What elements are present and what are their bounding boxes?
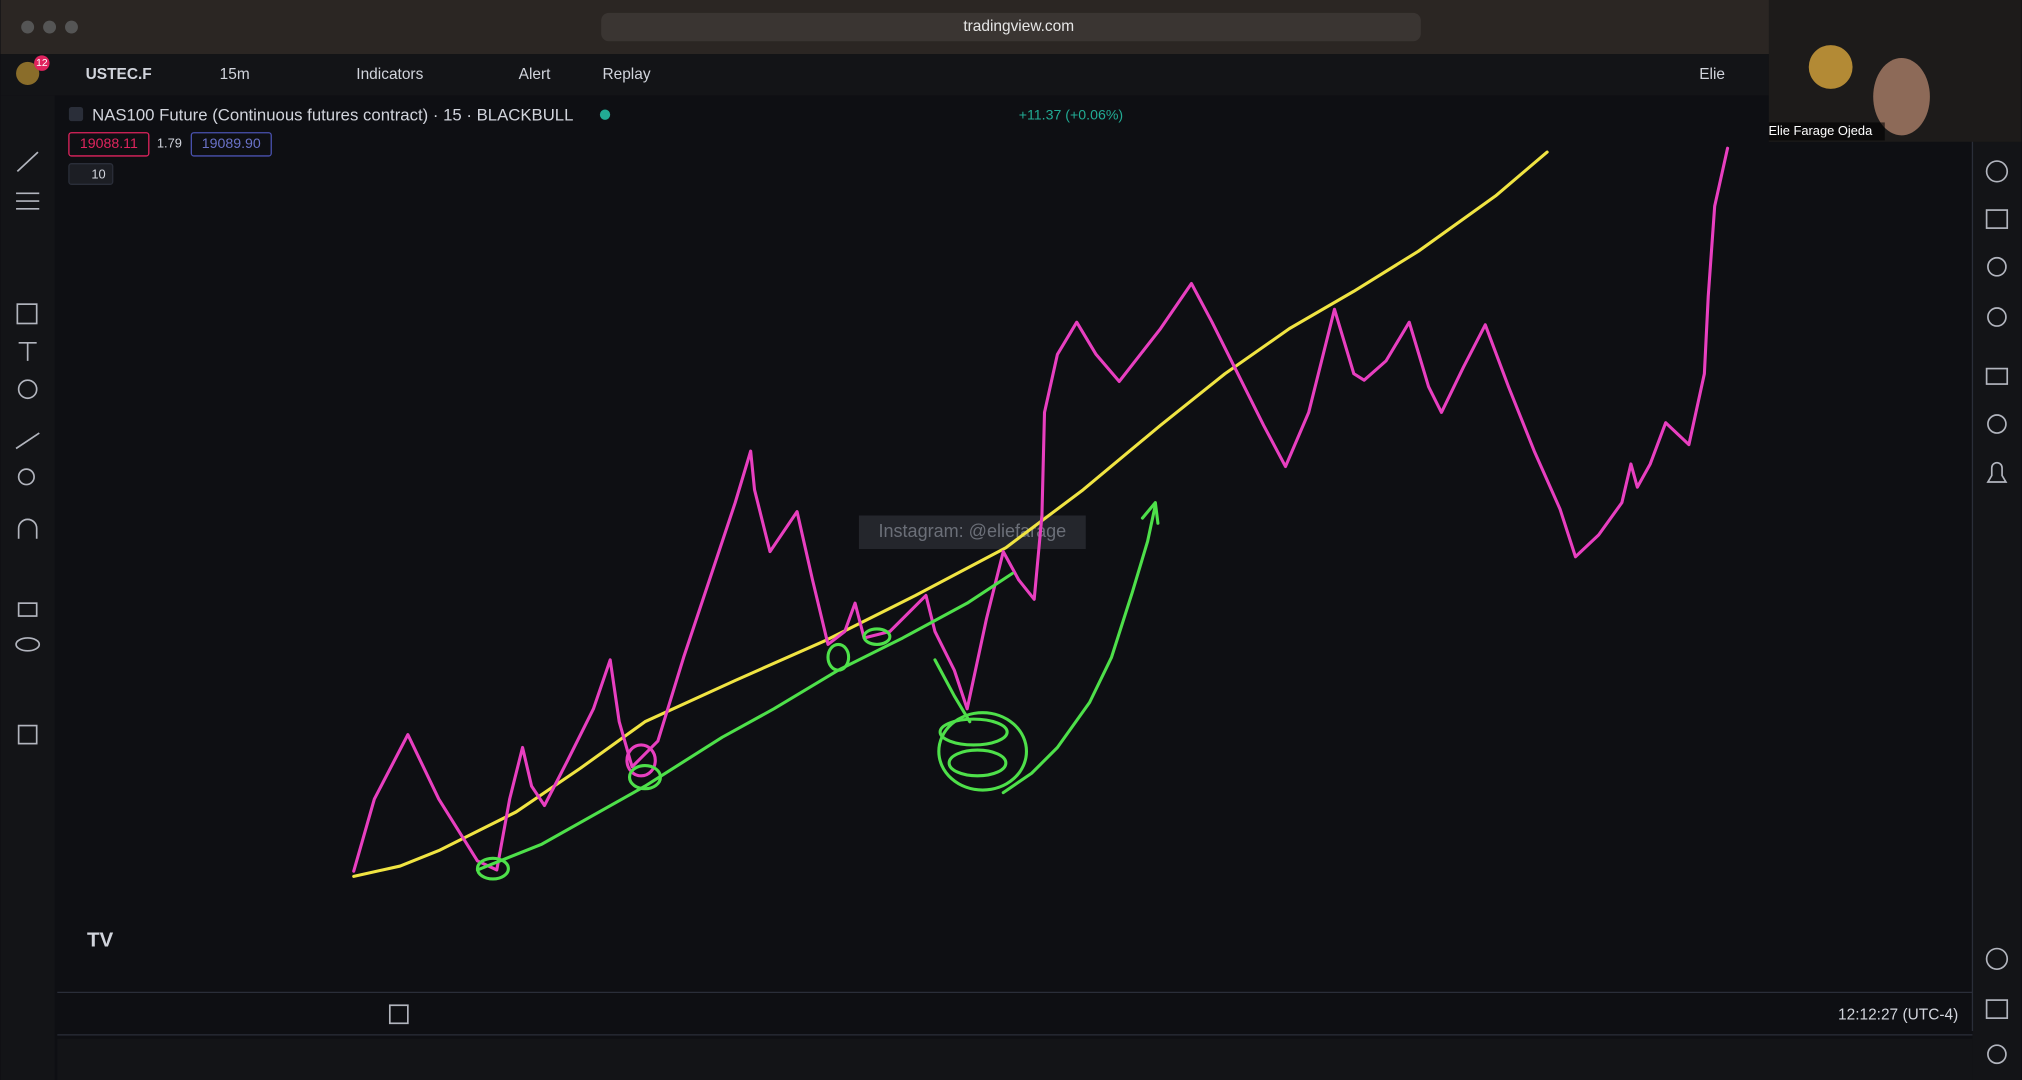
symbol[interactable]: USTEC.F	[86, 66, 152, 83]
left-toolbar	[0, 95, 55, 1080]
replay-button[interactable]: Replay	[602, 66, 650, 83]
right-toolbar	[1972, 95, 2022, 1080]
window-min[interactable]	[43, 20, 57, 34]
bid: 19088.11	[80, 136, 138, 152]
alert-button[interactable]: Alert	[519, 66, 551, 83]
avatar[interactable]	[16, 61, 40, 86]
badge-count: 12	[36, 58, 48, 69]
badge	[34, 55, 50, 71]
ask: 19089.90	[202, 136, 261, 152]
indicator-count: 10	[91, 167, 105, 182]
top-toolbar	[0, 54, 1769, 96]
date-range-icon[interactable]	[388, 1004, 409, 1025]
watermark-box	[858, 515, 1086, 550]
bid-box[interactable]	[68, 132, 150, 157]
webcam-name: Elie Farage Ojeda	[1768, 123, 1873, 138]
webcam-label-bg	[1768, 122, 1885, 141]
indicators-button[interactable]: Indicators	[356, 66, 423, 83]
change: +11.37 (+0.06%)	[1019, 108, 1123, 124]
right-icons	[1985, 160, 2009, 1065]
url-bar[interactable]	[601, 12, 1421, 42]
pink-circle	[625, 743, 657, 778]
ask-box[interactable]	[190, 132, 272, 157]
interval[interactable]: 15m	[220, 66, 250, 83]
tv-logo: TV	[87, 928, 114, 951]
tool-icons	[15, 151, 41, 745]
green-drawings	[475, 501, 1160, 881]
webcam-person	[1873, 57, 1930, 136]
spread: 1.79	[157, 136, 182, 151]
webcam-logo	[1808, 45, 1853, 89]
legend-logo	[68, 106, 84, 122]
clock: 12:12:27 (UTC-4)	[1838, 1007, 1958, 1024]
window-close[interactable]	[21, 20, 35, 34]
legend-title: NAS100 Future (Continuous futures contra…	[92, 105, 573, 124]
url: tradingview.com	[963, 18, 1074, 35]
user-menu[interactable]: Elie	[1699, 66, 1725, 83]
indicators-toggle[interactable]	[68, 163, 114, 185]
market-status	[599, 109, 611, 120]
window-max[interactable]	[65, 20, 78, 34]
yellow-line	[352, 150, 1549, 878]
bottom-panel	[57, 1038, 1973, 1080]
drawings	[352, 146, 1730, 881]
pink-line	[352, 146, 1730, 873]
